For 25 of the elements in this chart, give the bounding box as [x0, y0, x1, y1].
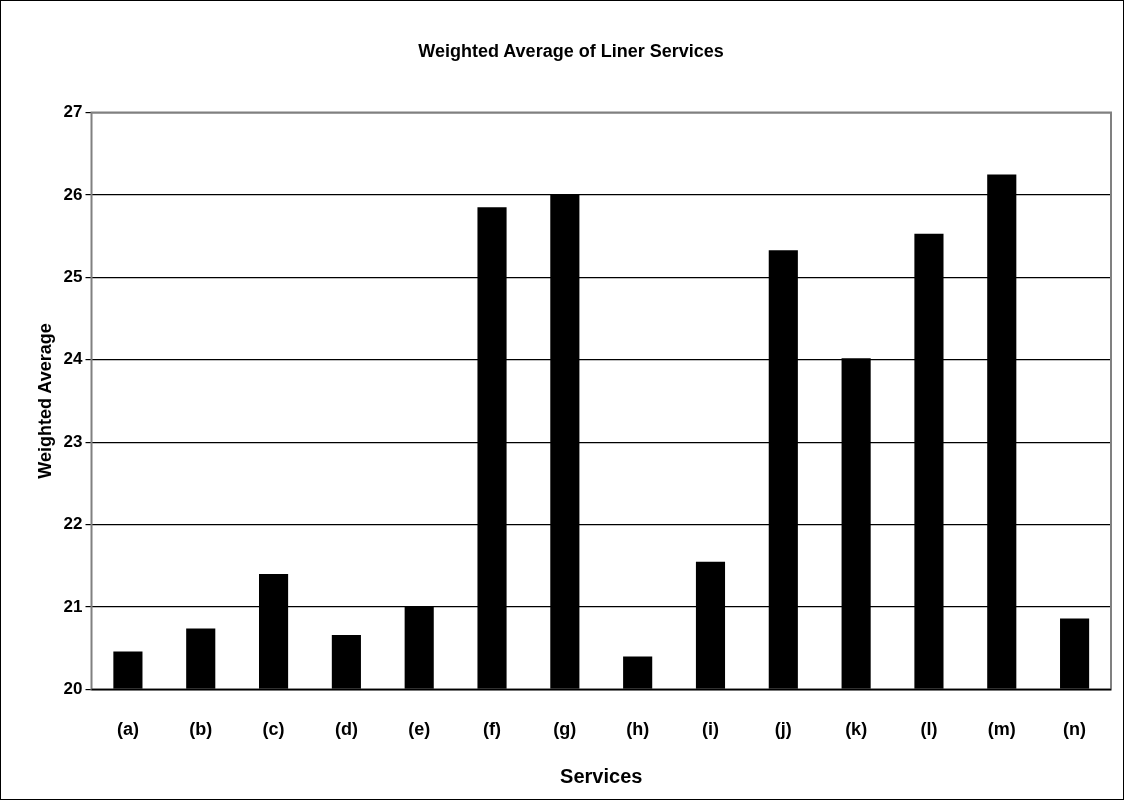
x-tick-label: (d) [334, 719, 358, 740]
x-tick-label: (b) [189, 719, 213, 740]
x-tick-label: (k) [845, 719, 868, 740]
y-tick-label: 23 [63, 431, 83, 451]
chart-title: Weighted Average of Liner Services [418, 40, 724, 61]
y-tick-label: 25 [63, 267, 83, 287]
y-tick-label: 22 [63, 514, 83, 534]
y-tick-label: 24 [63, 349, 84, 369]
x-tick-label: (h) [626, 719, 650, 740]
x-tick-label: (a) [116, 719, 139, 740]
x-tick-label: (i) [701, 719, 719, 740]
x-tick-label: (e) [408, 719, 431, 740]
y-axis-title: Weighted Average [34, 323, 55, 479]
x-axis-title: Services [560, 764, 643, 787]
x-tick-label: (f) [483, 719, 502, 740]
y-tick-label: 21 [63, 596, 83, 616]
x-tick-label: (g) [553, 719, 577, 740]
y-tick-label: 26 [63, 184, 83, 204]
x-tick-label: (j) [774, 719, 792, 740]
x-tick-label: (c) [262, 719, 285, 740]
x-tick-label: (n) [1063, 719, 1087, 740]
y-tick-label: 27 [63, 102, 83, 122]
y-tick-label: 20 [63, 679, 83, 699]
x-tick-label: (l) [920, 719, 938, 740]
x-tick-label: (m) [987, 719, 1016, 740]
